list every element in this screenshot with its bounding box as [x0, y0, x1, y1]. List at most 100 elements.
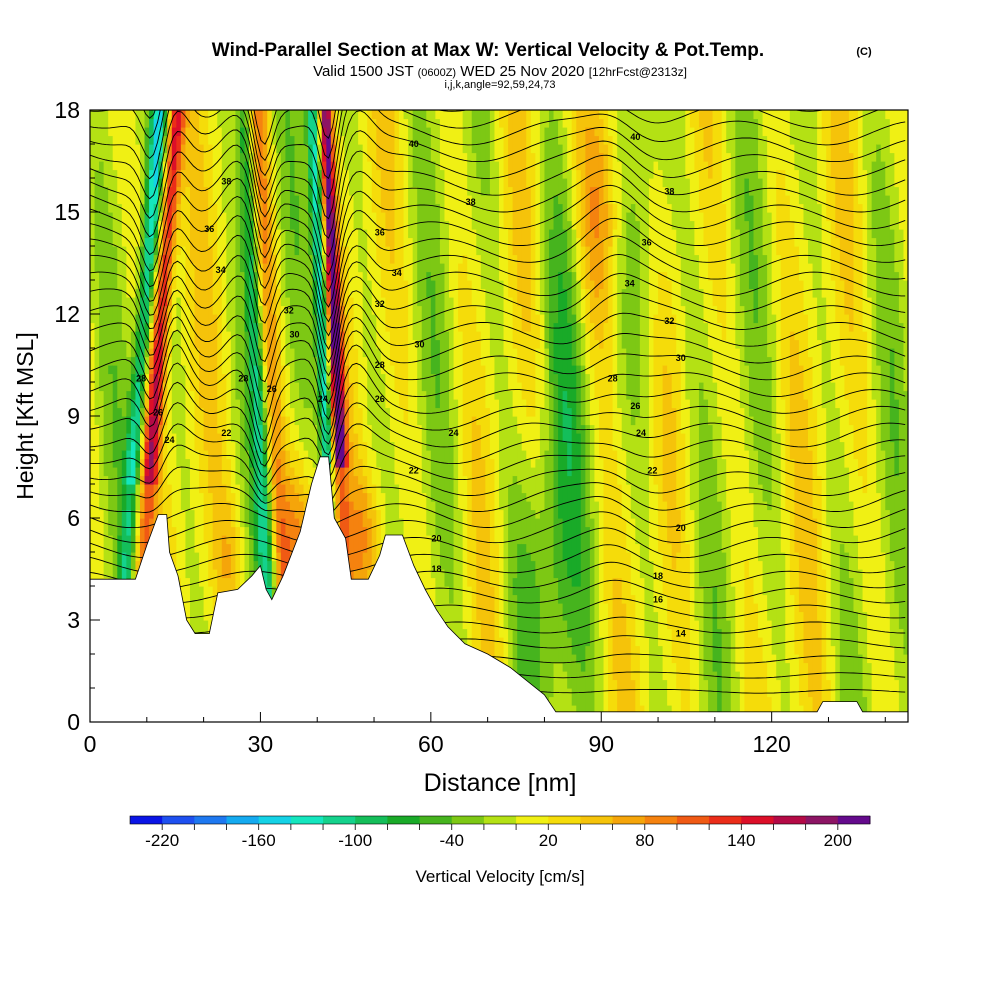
field-cell	[317, 110, 323, 120]
colorbar-swatch	[580, 816, 614, 824]
field-cell	[735, 229, 741, 349]
field-cell	[167, 144, 173, 162]
theta-contour	[90, 465, 906, 504]
x-axis-label: Distance [nm]	[424, 769, 577, 797]
field-cell	[121, 246, 127, 341]
field-cell	[553, 373, 559, 579]
field-cell	[626, 110, 632, 213]
field-cell	[226, 501, 232, 545]
field-cell	[798, 203, 805, 281]
field-cell	[753, 118, 759, 256]
field-cell	[176, 169, 182, 188]
theta-contour	[90, 110, 906, 200]
field-cell	[580, 288, 586, 324]
field-cell	[889, 110, 895, 154]
field-cell	[144, 424, 150, 443]
field-cell	[117, 110, 123, 205]
field-cell	[539, 407, 546, 511]
terrain	[90, 456, 908, 722]
contour-label: 20	[676, 523, 686, 533]
contour-label: 38	[664, 187, 674, 197]
field-cell	[844, 552, 850, 722]
field-cell	[280, 229, 287, 307]
field-cell	[521, 110, 527, 332]
field-cell	[744, 110, 750, 179]
field-cell	[558, 518, 564, 604]
field-cell	[389, 263, 396, 366]
field-cell	[185, 110, 191, 128]
field-cell	[435, 118, 441, 205]
field-cell	[635, 110, 641, 222]
field-cell	[144, 382, 150, 392]
field-cell	[508, 297, 514, 392]
field-cell	[798, 365, 805, 613]
field-cell	[821, 110, 827, 145]
field-cell	[903, 390, 908, 655]
field-cell	[189, 110, 196, 264]
field-cell	[576, 110, 582, 171]
field-cell	[321, 195, 327, 205]
field-cell	[712, 382, 718, 460]
field-cell	[526, 110, 532, 188]
field-cell	[558, 203, 564, 273]
field-cell	[176, 297, 182, 468]
field-cell	[453, 110, 459, 400]
field-cell	[421, 110, 427, 392]
field-cell	[321, 373, 327, 417]
field-cell	[271, 144, 277, 205]
field-cell	[285, 365, 291, 417]
field-cell	[94, 169, 100, 273]
field-cell	[871, 237, 877, 400]
field-cell	[735, 110, 741, 230]
field-cell	[858, 654, 864, 722]
field-cell	[253, 450, 259, 511]
field-cell	[326, 365, 332, 383]
y-tick-label: 9	[67, 403, 80, 429]
field-cell	[762, 254, 768, 502]
field-cell	[344, 246, 350, 315]
field-cell	[576, 365, 582, 434]
field-cell	[199, 407, 205, 494]
colorbar-swatch	[483, 816, 517, 824]
field-cell	[358, 509, 364, 570]
theta-contour	[90, 402, 906, 478]
field-cell	[162, 186, 168, 196]
field-cell	[817, 203, 823, 341]
field-cell	[199, 144, 205, 409]
field-cell	[367, 518, 373, 570]
field-cell	[826, 220, 832, 341]
colorbar-swatch	[419, 816, 453, 824]
field-cell	[712, 586, 718, 672]
field-cell	[158, 195, 164, 213]
field-cell	[403, 424, 409, 553]
field-cell	[621, 288, 627, 349]
field-cell	[171, 263, 177, 290]
field-cell	[794, 552, 800, 655]
field-cell	[898, 110, 905, 230]
field-cell	[808, 696, 814, 722]
field-cell	[753, 526, 759, 604]
field-cell	[612, 679, 618, 722]
field-cell	[230, 492, 237, 528]
field-cell	[889, 152, 895, 230]
field-cell	[135, 382, 141, 426]
field-cell	[512, 348, 518, 417]
field-cell	[839, 110, 845, 281]
field-cell	[249, 152, 255, 171]
field-cell	[612, 203, 618, 230]
field-cell	[612, 450, 618, 579]
field-cell	[826, 110, 832, 222]
field-cell	[744, 178, 750, 222]
field-cell	[167, 484, 173, 570]
field-cell	[708, 348, 714, 426]
field-cell	[339, 467, 346, 553]
field-cell	[158, 127, 164, 154]
field-cell	[712, 671, 718, 722]
field-cell	[144, 212, 150, 239]
field-cell	[403, 280, 409, 426]
field-cell	[99, 110, 105, 162]
field-cell	[894, 475, 900, 604]
field-cell	[149, 467, 155, 485]
field-cell	[449, 297, 455, 434]
field-cell	[171, 433, 177, 528]
